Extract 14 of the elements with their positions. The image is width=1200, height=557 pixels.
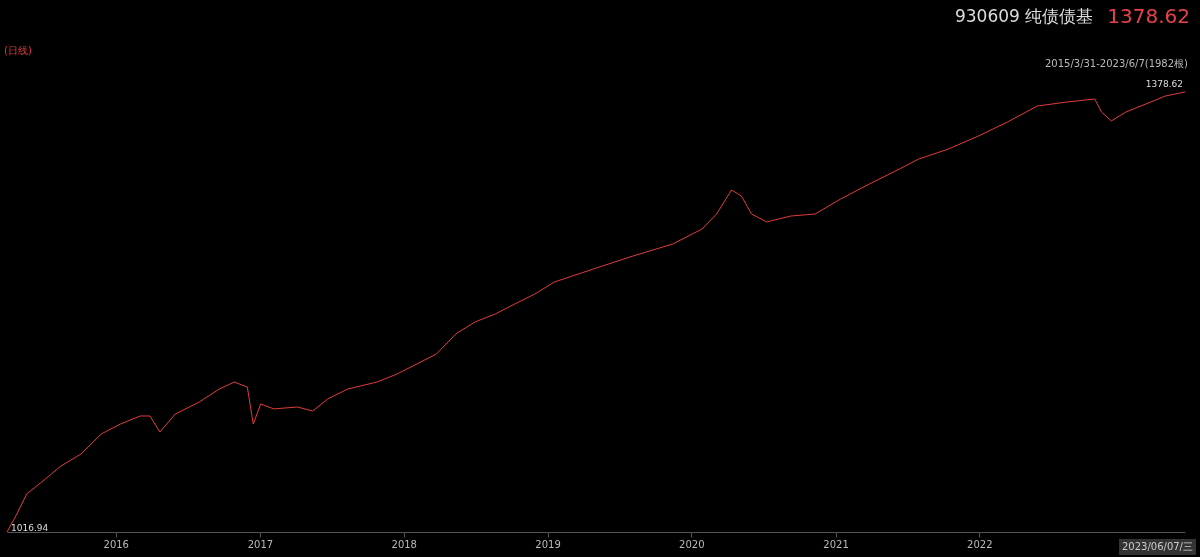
text: 2023/06/07/三 — [1118, 539, 1196, 555]
x-tick-label: 2021 — [823, 538, 849, 550]
text: 1378.62 — [1107, 4, 1190, 28]
x-tick-label: 2016 — [103, 538, 129, 550]
x-tick-label: 2019 — [535, 538, 561, 550]
x-tick-label: 2017 — [247, 538, 274, 550]
data-label: 1016.94 — [11, 523, 49, 533]
data-label: 1378.62 — [1145, 79, 1183, 89]
x-tick-label: 2018 — [391, 538, 417, 550]
x-tick-label: 2020 — [679, 538, 705, 550]
chart-title: 930609 纯债债基 — [954, 4, 1094, 28]
text: (日线) — [4, 44, 32, 58]
x-tick-label: 2022 — [967, 538, 993, 550]
chart-subtitle: 2015/3/31-2023/6/7(1982根) — [1044, 57, 1188, 71]
